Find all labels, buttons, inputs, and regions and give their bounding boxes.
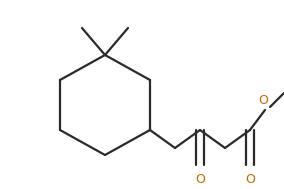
Text: O: O [258, 94, 268, 107]
Text: O: O [245, 173, 255, 186]
Text: O: O [195, 173, 205, 186]
